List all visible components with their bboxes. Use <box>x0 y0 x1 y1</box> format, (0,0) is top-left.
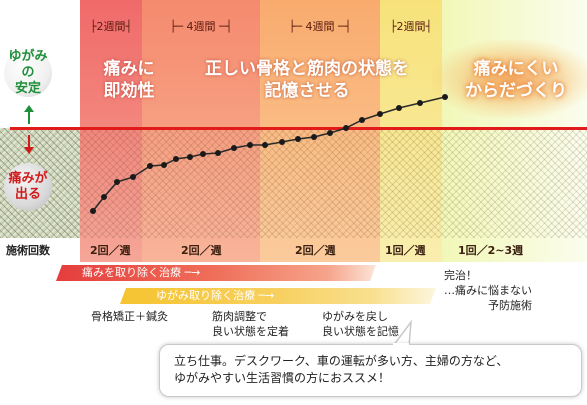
frequency-row: 施術回数 2回／週 2回／週 2回／週 1回／週 1回／2~3週 <box>0 238 587 262</box>
phase-zone-2 <box>142 0 260 262</box>
note-muscle-adjustment: 筋肉調整で 良い状態を定着 <box>212 310 289 338</box>
curve-point <box>90 208 96 214</box>
arrow-down-icon <box>24 135 34 154</box>
note-memory: ゆがみを戻し 良い状態を記憶 <box>322 310 399 338</box>
pain-treatment-bar: 痛みを取り除く治療 ─→ <box>56 265 376 281</box>
curve-point <box>130 174 136 180</box>
curve-point <box>173 156 179 162</box>
curve-point <box>396 105 402 111</box>
pain-threshold-line <box>10 127 587 130</box>
stable-label-circle: ゆがみの 安定 <box>4 49 52 97</box>
curve-point <box>442 94 448 100</box>
curve-point <box>343 125 349 131</box>
recommendation-callout: 立ち仕事。デスクワーク、車の運転が多い方、主婦の方など、 ゆがみやすい生活習慣の… <box>159 344 582 397</box>
curve-point <box>327 130 333 136</box>
curve-point <box>114 179 120 185</box>
phase-zone-3 <box>260 0 380 262</box>
curve-point <box>200 151 206 157</box>
curve-point <box>295 136 301 142</box>
curve-point <box>231 145 237 151</box>
note-complete: 完治！ …痛みに悩まない 予防施術 <box>444 269 532 312</box>
recovery-curve <box>90 94 448 214</box>
pain-zone-hatch <box>0 128 587 238</box>
frequency-header: 施術回数 <box>6 244 50 257</box>
phase-zone-4 <box>380 0 442 262</box>
curve-point <box>247 142 253 148</box>
arrow-up-icon <box>24 105 34 124</box>
frequency-1: 2回／週 <box>90 244 131 257</box>
distortion-treatment-bar: ゆがみ取り除く治療 ─→ <box>120 288 436 304</box>
frequency-5: 1回／2~3週 <box>458 244 524 257</box>
curve-point <box>417 100 423 106</box>
week-label-4: ├2週間┤ <box>389 20 433 33</box>
curve-point <box>311 134 317 140</box>
pain-label-circle: 痛みが 出る <box>4 163 52 211</box>
curve-point <box>101 194 107 200</box>
stable-label: ゆがみの 安定 <box>8 49 48 96</box>
curve-point <box>215 150 221 156</box>
week-label-3: ├─ 4週間 ─┤ <box>288 20 352 33</box>
week-label-1: ├2週間┤ <box>89 20 133 33</box>
callout-tail-cover <box>393 343 409 348</box>
week-label-2: ├─ 4週間 ─┤ <box>169 20 233 33</box>
curve-point <box>161 162 167 168</box>
phase-title-3: 痛みにくい からだづくり <box>465 59 567 101</box>
curve-point <box>359 117 365 123</box>
frequency-4: 1回／週 <box>385 244 426 257</box>
curve-point <box>279 139 285 145</box>
note-skeletal-correction: 骨格矯正＋鍼灸 <box>91 310 168 323</box>
phase-title-2: 正しい骨格と筋肉の状態を 記憶させる <box>205 59 409 101</box>
phase-title-1: 痛みに 即効性 <box>103 59 155 101</box>
phase-3-glow <box>432 40 587 118</box>
curve-point <box>262 142 268 148</box>
week-duration-row: ├2週間┤ ├─ 4週間 ─┤ ├─ 4週間 ─┤ ├2週間┤ <box>0 14 587 36</box>
recovery-curve-line <box>92 96 446 212</box>
frequency-3: 2回／週 <box>295 244 336 257</box>
curve-point <box>377 111 383 117</box>
pain-label: 痛みが 出る <box>8 171 48 202</box>
phase-zone-1 <box>80 0 142 262</box>
curve-point <box>147 163 153 169</box>
curve-point <box>187 154 193 160</box>
frequency-2: 2回／週 <box>181 244 222 257</box>
